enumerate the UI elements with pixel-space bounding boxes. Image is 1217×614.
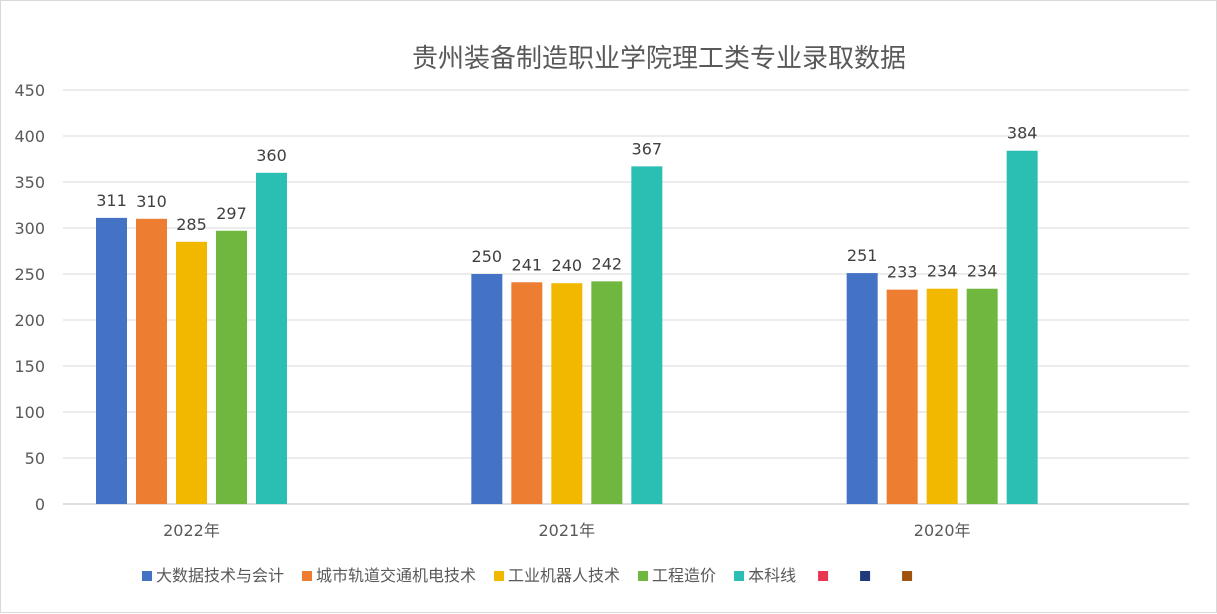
x-tick-label: 2022年 <box>163 521 220 540</box>
data-label: 234 <box>927 262 958 281</box>
bar <box>471 274 503 504</box>
bar <box>256 172 287 505</box>
y-tick-label: 150 <box>14 357 45 376</box>
data-label: 241 <box>512 255 543 274</box>
bars: 311 310 285 297 360 250 241 240 242 367 251 233 234 2… <box>96 124 1038 505</box>
legend: 大数据技术与会计 城市轨道交通机电技术 工业机器人技术 工程造价 本科线 <box>142 566 913 585</box>
chart-title: 贵州装备制造职业学院理工类专业录取数据 <box>412 44 906 74</box>
bar <box>966 288 998 504</box>
y-tick-label: 200 <box>14 311 45 330</box>
x-axis: 2022年 2021年 2020年 <box>163 521 970 540</box>
data-label: 251 <box>847 246 878 265</box>
y-tick-label: 250 <box>14 265 45 284</box>
bar <box>551 283 583 504</box>
data-label: 233 <box>887 263 918 282</box>
data-label: 311 <box>96 191 127 210</box>
y-tick-label: 0 <box>35 495 45 514</box>
data-label: 384 <box>1007 124 1038 143</box>
x-tick-label: 2020年 <box>914 521 971 540</box>
y-tick-label: 300 <box>14 219 45 238</box>
data-label: 297 <box>216 204 247 223</box>
legend-swatch <box>638 571 649 581</box>
legend-label: 城市轨道交通机电技术 <box>316 566 476 585</box>
legend-swatch <box>734 571 745 581</box>
bar <box>136 218 167 505</box>
bar <box>631 166 663 505</box>
legend-swatch <box>902 571 913 581</box>
bar <box>96 217 127 504</box>
legend-label: 工程造价 <box>652 566 716 585</box>
legend-swatch <box>494 571 505 581</box>
data-label: 310 <box>136 192 167 211</box>
gridlines <box>63 89 1189 505</box>
bar <box>511 282 543 504</box>
data-label: 240 <box>552 256 583 275</box>
legend-label: 本科线 <box>748 566 796 585</box>
y-tick-label: 400 <box>14 127 45 146</box>
legend-swatch <box>860 571 871 581</box>
data-label: 367 <box>632 139 663 158</box>
data-label: 234 <box>967 262 998 281</box>
data-label: 285 <box>176 215 207 234</box>
x-tick-label: 2021年 <box>538 521 595 540</box>
data-label: 242 <box>592 254 623 273</box>
legend-swatch <box>302 571 313 581</box>
bar <box>926 288 958 504</box>
y-tick-label: 450 <box>14 81 45 100</box>
bar <box>176 241 207 505</box>
y-axis: 0 50 100 150 200 250 300 350 400 450 <box>14 81 45 514</box>
y-tick-label: 100 <box>14 403 45 422</box>
data-label: 360 <box>256 146 287 165</box>
legend-label: 大数据技术与会计 <box>156 566 284 585</box>
bar <box>886 289 918 504</box>
bar <box>216 230 247 504</box>
legend-swatch <box>818 571 829 581</box>
legend-label: 工业机器人技术 <box>508 566 620 585</box>
y-tick-label: 50 <box>25 449 45 468</box>
legend-swatch <box>142 571 152 581</box>
bar <box>1006 150 1038 504</box>
data-label: 250 <box>472 247 503 266</box>
bar <box>591 281 623 504</box>
bar <box>846 273 878 504</box>
y-tick-label: 350 <box>14 173 45 192</box>
